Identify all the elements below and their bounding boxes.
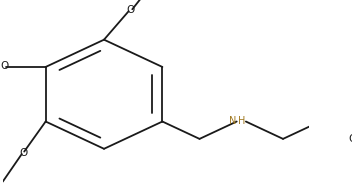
Text: N: N bbox=[229, 116, 237, 126]
Text: O: O bbox=[0, 61, 8, 71]
Text: O: O bbox=[348, 134, 352, 144]
Text: O: O bbox=[19, 147, 27, 158]
Text: H: H bbox=[238, 116, 246, 126]
Text: O: O bbox=[126, 5, 134, 15]
